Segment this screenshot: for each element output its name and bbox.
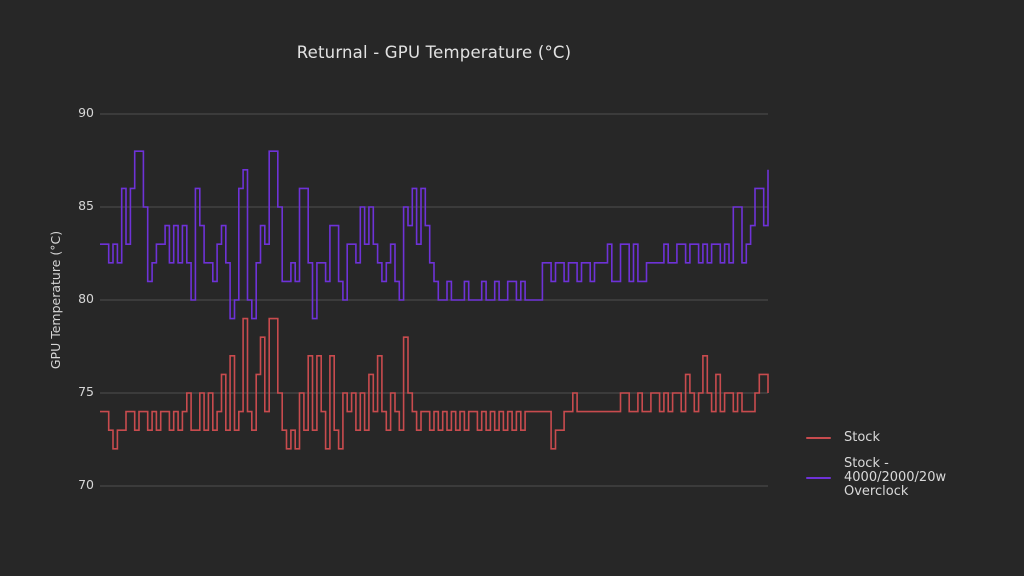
legend-item-stock: Stock [806, 431, 946, 445]
legend-swatch-stock [806, 437, 831, 439]
y-tick-label-70: 70 [78, 477, 94, 492]
y-tick-label-85: 85 [78, 198, 94, 213]
chart-title: Returnal - GPU Temperature (°C) [296, 43, 572, 62]
series-line-stock [100, 317, 769, 450]
y-tick-label-90: 90 [78, 105, 94, 120]
y-tick-label-80: 80 [78, 291, 94, 306]
legend-swatch-overclock [806, 477, 831, 479]
legend-label-stock: Stock [844, 430, 880, 445]
legend: Stock Stock -4000/2000/20w Overclock [806, 431, 946, 511]
y-tick-label-75: 75 [78, 384, 94, 399]
legend-label-overclock: Stock -4000/2000/20w Overclock [844, 456, 947, 499]
legend-item-overclock: Stock -4000/2000/20w Overclock [806, 457, 946, 499]
series-line-overclock [100, 150, 769, 320]
